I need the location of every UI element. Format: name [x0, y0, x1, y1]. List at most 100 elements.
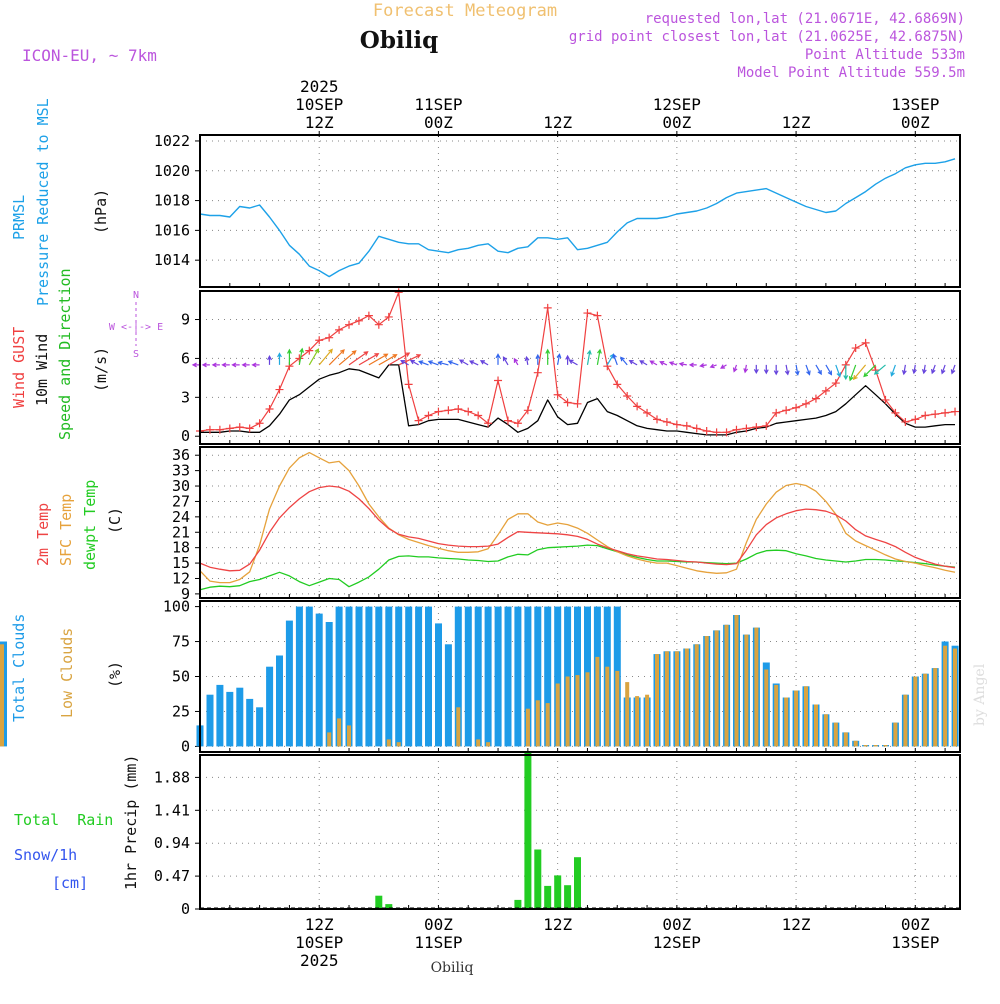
- wind-arrow: [427, 360, 439, 366]
- ytick-label: 100: [163, 598, 190, 616]
- wind-arrow: [368, 353, 389, 366]
- gust-point: [712, 428, 721, 437]
- wind10m-line: [200, 364, 955, 436]
- bottom-time-label: 12Z: [305, 915, 334, 934]
- low-cloud-bar: [635, 696, 640, 747]
- wind-arrow: [513, 357, 519, 366]
- gust-label: Wind GUST: [10, 327, 28, 408]
- wind-arrow: [298, 347, 304, 366]
- wind-arrow: [545, 348, 551, 365]
- wind-arrow: [318, 348, 333, 366]
- low-cloud-bar: [843, 732, 848, 747]
- gust-point: [613, 380, 622, 389]
- top-time-label: 00Z: [662, 113, 691, 132]
- total-cloud-bar: [335, 606, 343, 747]
- product-title: Forecast Meteogram: [373, 1, 557, 21]
- wind-arrow: [409, 359, 419, 366]
- wind-arrow: [418, 360, 429, 366]
- wind-arrow: [378, 354, 398, 366]
- total-cloud-bar: [385, 606, 393, 747]
- rain-bar: [375, 895, 383, 909]
- wind-arrow: [890, 364, 896, 377]
- total-cloud-bar: [524, 606, 532, 747]
- low-cloud-bar: [625, 682, 630, 747]
- gust-point: [255, 419, 264, 428]
- low-cloud-bar: [694, 644, 699, 747]
- ytick-label: 27: [172, 492, 190, 510]
- low-cloud-bar: [615, 670, 620, 747]
- total-cloud-bar: [216, 684, 224, 747]
- gust-point: [702, 427, 711, 436]
- gust-point: [573, 399, 582, 408]
- footer-location: Obiliq: [431, 960, 474, 976]
- total-cloud-bar: [534, 606, 542, 747]
- dewpt-line: [199, 544, 956, 591]
- wind-arrow: [502, 356, 509, 366]
- total-cloud-bar: [355, 606, 363, 747]
- wind-arrow: [720, 364, 727, 369]
- wind-arrow: [709, 363, 717, 369]
- low-cloud-bar: [863, 745, 868, 747]
- ytick-label: 25: [172, 702, 190, 720]
- low-cloud-bar: [476, 739, 481, 747]
- total-cloud-bar: [305, 606, 313, 747]
- total-cloud-bar: [375, 606, 383, 747]
- gust-point: [563, 398, 572, 407]
- rain-bar: [564, 885, 572, 909]
- prmsl-line: [199, 158, 956, 278]
- low-cloud-bar: [833, 722, 838, 747]
- gust-point: [205, 425, 214, 434]
- gust-point: [752, 423, 761, 432]
- wind10m-label: 10m Wind: [33, 334, 51, 406]
- rain-bar: [534, 849, 542, 909]
- rain-bar: [554, 875, 562, 909]
- low-cloud-bar: [724, 624, 729, 747]
- wind-arrow: [458, 359, 469, 366]
- wind-labels: Wind GUST 10m Wind Speed and Direction (…: [10, 268, 163, 440]
- panel-border: [199, 290, 961, 445]
- gust-point: [335, 325, 344, 334]
- total-cloud-bar: [484, 606, 492, 747]
- low-cloud-bar: [525, 708, 530, 747]
- wind-arrow: [348, 351, 369, 366]
- gust-point: [772, 408, 781, 417]
- speeddir-label: Speed and Direction: [56, 268, 74, 440]
- gust-point: [782, 406, 791, 415]
- compass-north: N: [133, 290, 139, 301]
- gust-point: [672, 420, 681, 429]
- gust-point: [742, 424, 751, 433]
- gust-point: [662, 417, 671, 426]
- wind-arrow: [495, 353, 501, 365]
- gust-point: [444, 406, 453, 415]
- gust-point: [414, 416, 423, 425]
- prmsl-label: PRMSL: [10, 195, 28, 240]
- wind-arrow: [940, 364, 946, 375]
- wind-arrow: [586, 349, 592, 366]
- gust-point: [583, 309, 592, 318]
- ytick-label: 0: [181, 737, 190, 755]
- gust-point: [643, 408, 652, 417]
- point-altitude: Point Altitude 533m: [805, 47, 965, 63]
- low-cloud-bar: [883, 745, 888, 747]
- total-cloud-bar: [435, 623, 442, 747]
- low-cloud-bar: [555, 683, 560, 747]
- top-time-label: 12SEP: [653, 95, 701, 114]
- temp-labels: 2m Temp SFC Temp dewpt Temp (C): [34, 480, 124, 570]
- gust-point: [533, 368, 542, 377]
- low-cloud-bar: [764, 669, 769, 747]
- rain-bar: [574, 857, 581, 909]
- low-cloud-bar: [595, 656, 600, 747]
- wind-arrow: [211, 362, 220, 368]
- low-cloud-bar: [804, 686, 808, 747]
- gust-point: [941, 408, 950, 417]
- low-cloud-bar: [853, 740, 858, 747]
- top-time-label: 00Z: [901, 113, 930, 132]
- dew-label: dewpt Temp: [81, 480, 99, 570]
- bottom-time-label: 00Z: [662, 915, 691, 934]
- gust-point: [374, 320, 383, 329]
- wind-arrow: [659, 361, 668, 366]
- total-cloud-bar: [405, 606, 413, 747]
- wind-arrow: [901, 364, 907, 376]
